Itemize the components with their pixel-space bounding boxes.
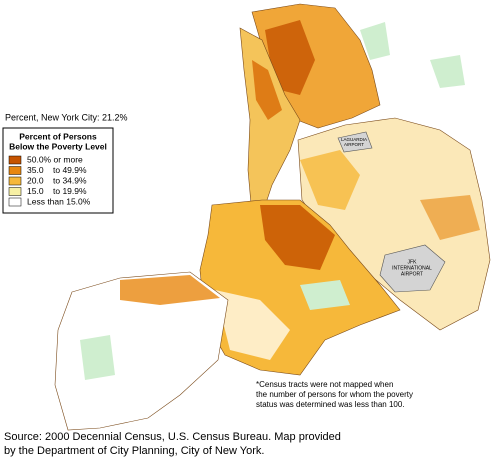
airport-label: LAGUARDIA [341, 137, 367, 142]
footnote: the number of persons for whom the pover… [256, 390, 413, 399]
legend-label: 20.0 to 34.9% [27, 175, 87, 185]
brooklyn-low [215, 290, 290, 360]
park [300, 280, 350, 310]
legend-swatch [8, 155, 22, 165]
citywide-rate: Percent, New York City: 21.2% [5, 112, 128, 122]
legend-swatch [8, 166, 22, 175]
airport-label: AIRPORT [401, 271, 423, 277]
legend-swatch [8, 187, 22, 196]
map-labels: LAGUARDIAAIRPORTJFKINTERNATIONALAIRPORT*… [4, 137, 432, 457]
airport-label: JFK [408, 259, 418, 265]
brooklyn-high [260, 205, 335, 270]
footnote: *Census tracts were not mapped when [256, 380, 393, 389]
jfk-airport [379, 244, 446, 293]
legend-label: 50.0% or more [27, 154, 83, 164]
legend-label: 15.0 to 19.9% [27, 186, 87, 196]
source: by the Department of City Planning, City… [4, 445, 264, 457]
queens-mid [300, 150, 360, 210]
legend-label: 35.0 to 49.9% [27, 165, 87, 175]
park [360, 22, 390, 60]
queens-mid-2 [420, 195, 480, 240]
legend-box [2, 127, 114, 214]
manhattan-high [252, 60, 282, 120]
legend-label: Less than 15.0% [27, 196, 91, 206]
airport-label: AIRPORT [344, 142, 364, 147]
legend-swatch [8, 176, 22, 186]
legend-swatch [8, 197, 22, 207]
legend-title: Percent of Persons [19, 131, 97, 141]
source: Source: 2000 Decennial Census, U.S. Cens… [4, 431, 341, 443]
legend-title: Below the Poverty Level [9, 141, 107, 151]
park [430, 55, 465, 88]
bronx-high [265, 20, 315, 95]
footnote: status was determined was less than 100. [256, 400, 405, 409]
park [80, 335, 115, 380]
staten-island-north [120, 275, 220, 305]
laguardia-airport [337, 131, 373, 153]
airport-label: INTERNATIONAL [392, 265, 432, 271]
staten-island [54, 271, 229, 431]
